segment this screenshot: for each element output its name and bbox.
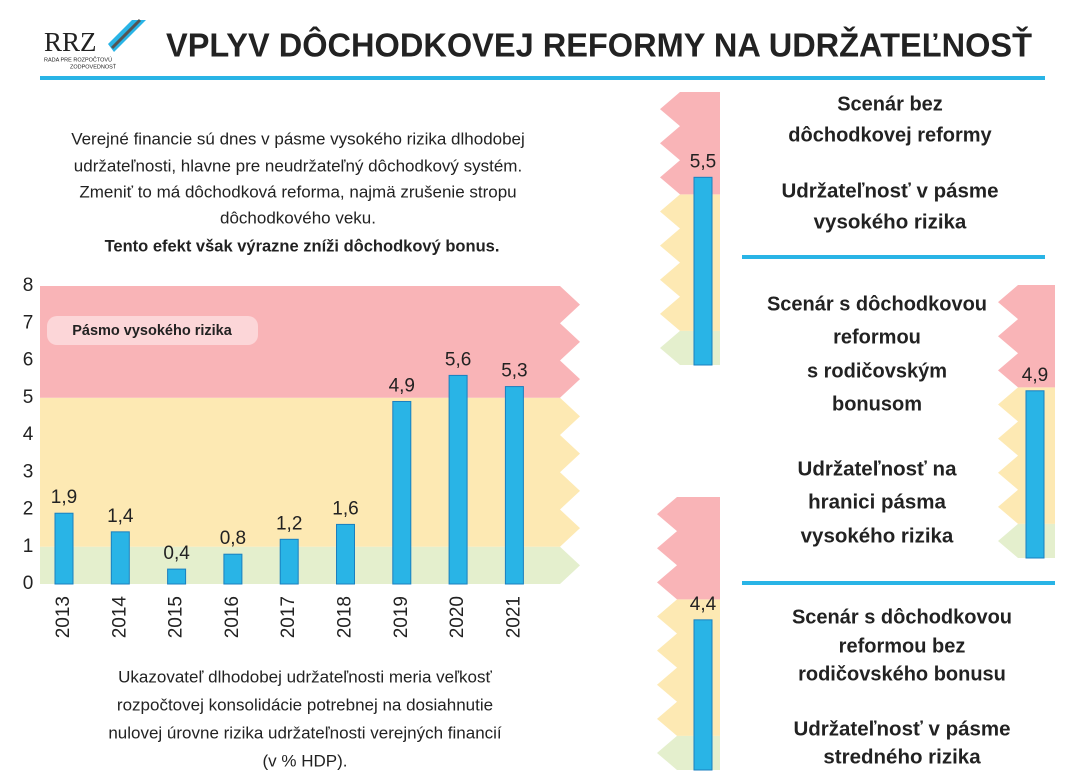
- risk-band: [660, 92, 720, 195]
- scenario-title: Scenár bez: [837, 93, 943, 115]
- y-tick-label: 8: [23, 275, 34, 296]
- bar: [54, 512, 74, 585]
- x-tick-label: 2014: [109, 596, 130, 639]
- bar: [392, 400, 412, 585]
- scenario-verdict: stredného rizika: [823, 745, 981, 768]
- y-tick-label: 5: [23, 387, 34, 408]
- scenario-verdict: Udržateľnosť v pásme: [781, 179, 998, 202]
- value-label: 4,4: [690, 594, 717, 615]
- y-tick-label: 4: [23, 424, 34, 445]
- scenario-title: reformou: [833, 326, 921, 348]
- annotation: Pásmo vysokého rizika: [72, 323, 233, 339]
- y-tick-label: 6: [23, 350, 34, 371]
- logo-subtitle: ZODPOVEDNOSŤ: [70, 62, 117, 70]
- y-tick-label: 3: [23, 461, 34, 482]
- footnote-text: nulovej úrovne rizika udržateľnosti vere…: [108, 723, 502, 742]
- bar: [223, 553, 243, 585]
- scenario-title: dôchodkovej reformy: [788, 124, 992, 146]
- bar: [110, 531, 130, 585]
- value-label: 4,9: [1022, 365, 1048, 386]
- footnote-text: (v % HDP).: [263, 751, 348, 770]
- scenario-verdict: hranici pásma: [808, 490, 946, 513]
- scenario-title: reformou bez: [839, 635, 966, 657]
- risk-band: [998, 285, 1055, 388]
- intro-text: Zmeniť to má dôchodková reforma, najmä z…: [79, 182, 516, 201]
- logo-mark: [110, 18, 142, 50]
- value-label: 1,9: [51, 487, 77, 508]
- scenario-verdict: vysokého rizika: [801, 524, 954, 547]
- value-label: 0,4: [163, 543, 190, 564]
- logo: RRZ: [44, 27, 97, 57]
- y-tick-label: 1: [23, 536, 34, 557]
- intro-text: dôchodkového veku.: [220, 208, 376, 227]
- scenario-title: rodičovského bonusu: [798, 663, 1006, 685]
- scenario-title: Scenár s dôchodkovou: [767, 293, 987, 315]
- risk-band: [657, 497, 720, 600]
- risk-band: [40, 397, 580, 547]
- annotation-pill: [47, 316, 258, 345]
- scenario-title: Scenár s dôchodkovou: [792, 606, 1012, 628]
- scenario-title: bonusom: [832, 393, 922, 415]
- x-tick-label: 2015: [166, 596, 187, 638]
- y-tick-label: 7: [23, 312, 34, 333]
- value-label: 5,6: [445, 349, 471, 370]
- scenario-verdict: Udržateľnosť na: [798, 457, 958, 480]
- bar: [336, 523, 355, 585]
- footnote-text: rozpočtovej konsolidácie potrebnej na do…: [117, 695, 493, 714]
- logo-subtitle: RADA PRE ROZPOČTOVÚ: [44, 56, 112, 63]
- x-tick-label: 2020: [447, 596, 468, 638]
- footnote-text: Ukazovateľ dlhodobej udržateľnosti meria…: [118, 667, 492, 686]
- intro-text: Verejné financie sú dnes v pásme vysokéh…: [71, 129, 525, 148]
- x-tick-label: 2017: [278, 596, 299, 638]
- bar: [693, 619, 713, 771]
- y-tick-label: 2: [23, 499, 34, 520]
- bar: [1025, 390, 1045, 559]
- x-tick-label: 2018: [335, 596, 356, 638]
- title: VPLYV DÔCHODKOVEJ REFORMY NA UDRŽATEĽNOS…: [166, 26, 1032, 64]
- x-tick-label: 2016: [222, 596, 243, 638]
- bar: [448, 374, 468, 585]
- value-label: 1,6: [332, 498, 358, 519]
- intro-highlight: Tento efekt však výrazne zníži dôchodkov…: [105, 237, 500, 255]
- bar: [279, 538, 299, 585]
- bar: [167, 568, 187, 585]
- risk-band: [40, 286, 580, 398]
- scenario-verdict: vysokého rizika: [814, 210, 967, 233]
- x-tick-label: 2021: [503, 596, 524, 638]
- intro-text: udržateľnosti, hlavne pre neudržateľný d…: [74, 156, 522, 175]
- x-tick-label: 2013: [53, 596, 74, 638]
- value-label: 1,4: [107, 506, 134, 527]
- value-label: 4,9: [389, 375, 415, 396]
- scenario-verdict: Udržateľnosť v pásme: [793, 717, 1010, 740]
- value-label: 0,8: [220, 528, 246, 549]
- x-tick-label: 2019: [391, 596, 412, 638]
- value-label: 1,2: [276, 513, 302, 534]
- bar: [693, 176, 713, 366]
- y-tick-label: 0: [23, 573, 34, 594]
- value-label: 5,5: [690, 151, 716, 172]
- bar: [504, 386, 524, 585]
- scenario-title: s rodičovským: [807, 360, 947, 382]
- value-label: 5,3: [501, 361, 527, 382]
